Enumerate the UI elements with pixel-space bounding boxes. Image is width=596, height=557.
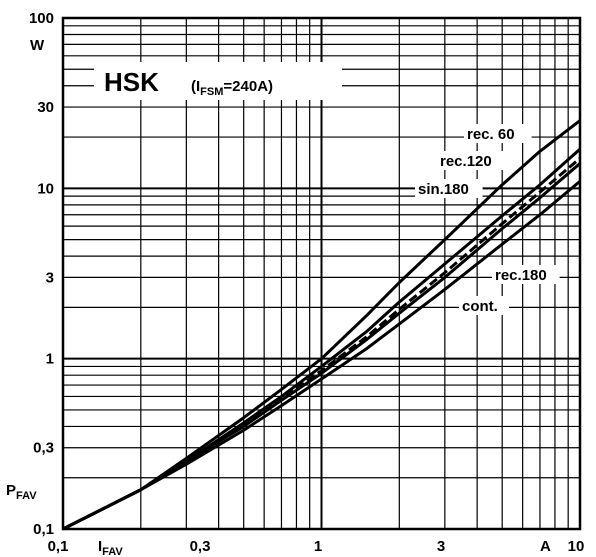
- curve-labels: rec. 60 rec.120 sin.180 rec.180 cont.: [415, 124, 560, 315]
- x-tick-label: 1: [314, 538, 322, 555]
- curve-label-bg: [437, 151, 505, 170]
- x-tick-label: 0,3: [190, 538, 211, 555]
- curve-label: rec.120: [440, 153, 492, 170]
- y-unit-label: W: [30, 37, 45, 54]
- series-line: [62, 119, 581, 531]
- x-tick-label: 10: [568, 538, 585, 555]
- x-axis-label: IFAV: [98, 538, 123, 557]
- y-tick-label: 10: [37, 180, 54, 197]
- chart-title: HSK: [104, 67, 159, 97]
- svg-text:IFAV: IFAV: [98, 538, 123, 557]
- curve-label: cont.: [462, 298, 498, 315]
- curve-label: sin.180: [418, 181, 469, 198]
- curve-label-bg: [464, 124, 532, 143]
- y-tick-label: 1: [46, 351, 54, 368]
- y-tick-label: 30: [37, 99, 54, 116]
- y-tick-label: 0,1: [33, 521, 54, 538]
- x-tick-label: 3: [437, 538, 445, 555]
- x-unit-label: A: [540, 538, 551, 555]
- curve-label-bg: [415, 179, 483, 198]
- plot-frame: [61, 16, 582, 531]
- series-line: [62, 180, 581, 531]
- title-group: HSK (IFSM=240A): [94, 62, 342, 100]
- y-axis-label: PFAV: [2, 475, 54, 502]
- curve-label: rec. 60: [467, 126, 515, 143]
- curve-label-bg: [492, 265, 560, 284]
- y-tick-label: 0,3: [33, 440, 54, 457]
- series-group: [62, 119, 581, 531]
- tick-labels: 0,1 0,3 1 3 10 0,1 0,3 1 3 10 30 100: [29, 10, 584, 555]
- curve-label: rec.180: [495, 267, 547, 284]
- chart-subtitle: (IFSM=240A): [191, 78, 273, 98]
- series-line: [62, 162, 581, 531]
- y-tick-label: 3: [46, 269, 54, 286]
- y-tick-label: 100: [29, 10, 54, 27]
- svg-text:PFAV: PFAV: [6, 482, 37, 502]
- x-tick-label: 0,1: [48, 538, 69, 555]
- curve-label-bg: [459, 296, 509, 315]
